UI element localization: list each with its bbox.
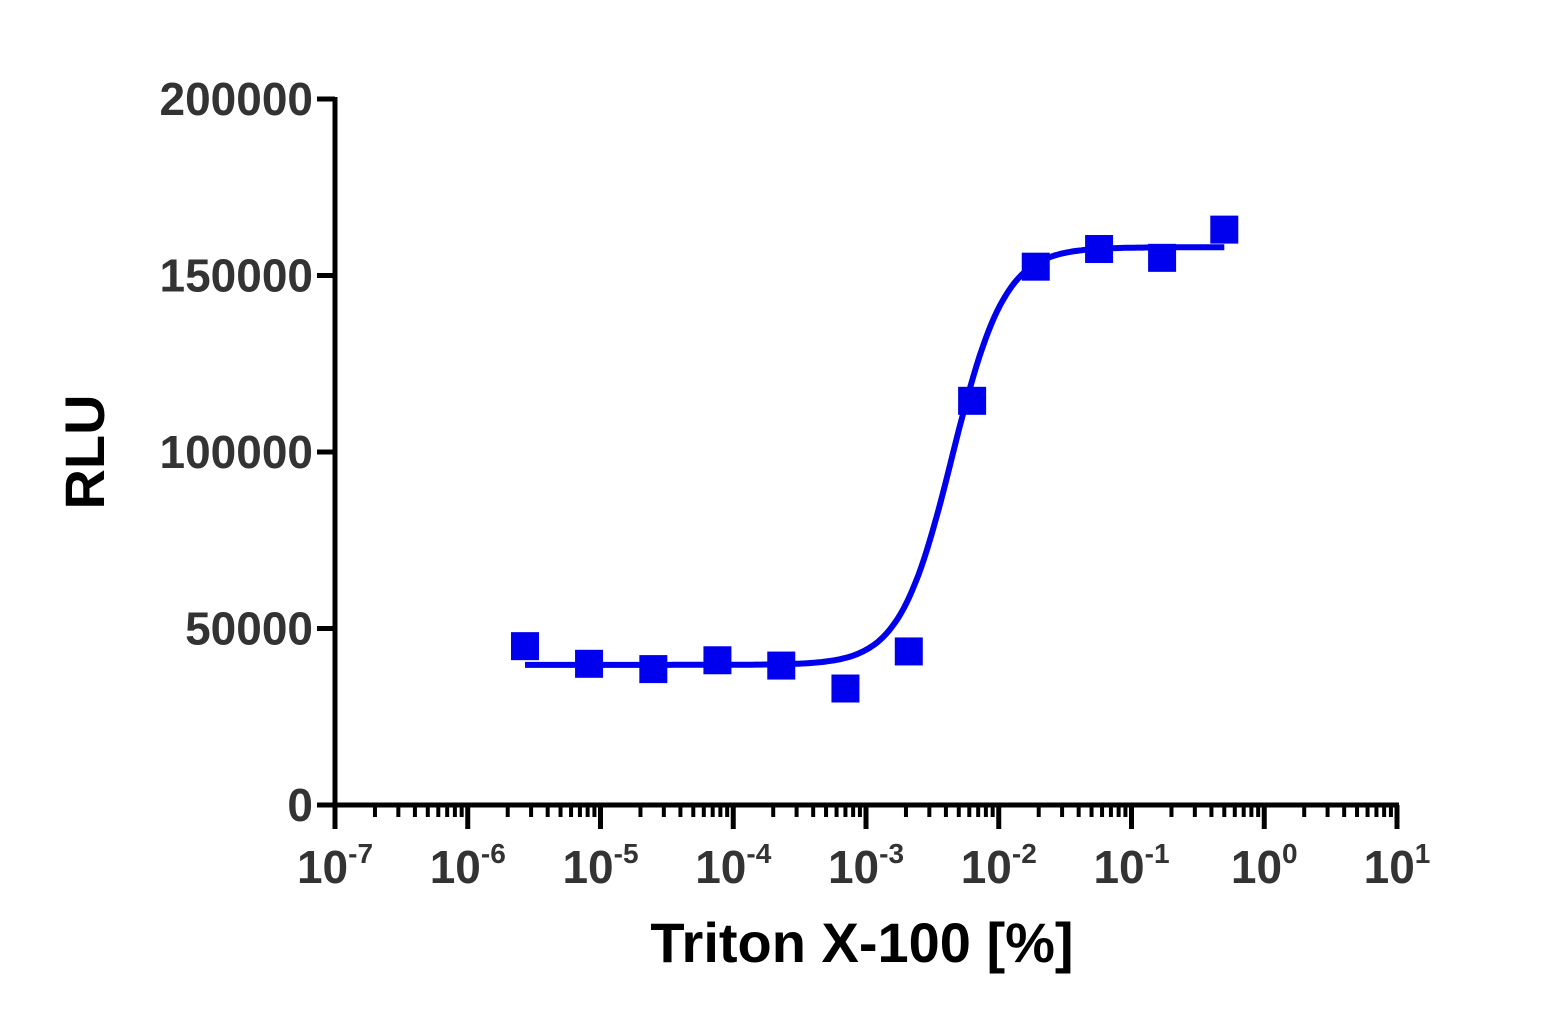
data-point xyxy=(894,637,923,666)
data-point xyxy=(1210,215,1239,244)
y-tick-label: 200000 xyxy=(160,73,314,125)
x-tick-label: 101 xyxy=(1364,838,1431,893)
x-tick-label: 10-7 xyxy=(297,838,373,893)
data-point xyxy=(703,646,732,675)
x-tick-label: 10-2 xyxy=(961,838,1037,893)
y-axis: 0 50000 100000 150000 200000 xyxy=(160,73,338,831)
fit-curve xyxy=(525,244,1225,668)
x-axis: 10-7 10-6 10-5 10-4 10-3 10-2 10-1 100 101 xyxy=(297,802,1431,893)
data-point xyxy=(1021,252,1050,281)
data-point xyxy=(639,655,668,684)
data-point xyxy=(1148,243,1177,272)
x-tick-label: 10-4 xyxy=(695,838,771,893)
x-tick-label: 10-3 xyxy=(828,838,904,893)
y-tick-label: 50000 xyxy=(185,603,313,655)
data-point xyxy=(575,649,604,678)
data-point xyxy=(1085,235,1114,264)
x-axis-label: Triton X-100 [%] xyxy=(650,911,1073,974)
data-point xyxy=(767,651,796,680)
data-point xyxy=(831,674,860,703)
x-tick-label: 10-5 xyxy=(562,838,638,893)
x-tick-label: 100 xyxy=(1231,838,1298,893)
y-tick-label: 0 xyxy=(287,779,313,831)
x-tick-label: 10-1 xyxy=(1093,838,1169,893)
data-point xyxy=(958,386,987,415)
y-tick-label: 150000 xyxy=(160,250,314,302)
y-tick-label: 100000 xyxy=(160,426,314,478)
data-point xyxy=(511,632,540,661)
x-tick-label: 10-6 xyxy=(430,838,506,893)
y-axis-label: RLU xyxy=(53,394,116,509)
plot-area xyxy=(511,215,1239,703)
